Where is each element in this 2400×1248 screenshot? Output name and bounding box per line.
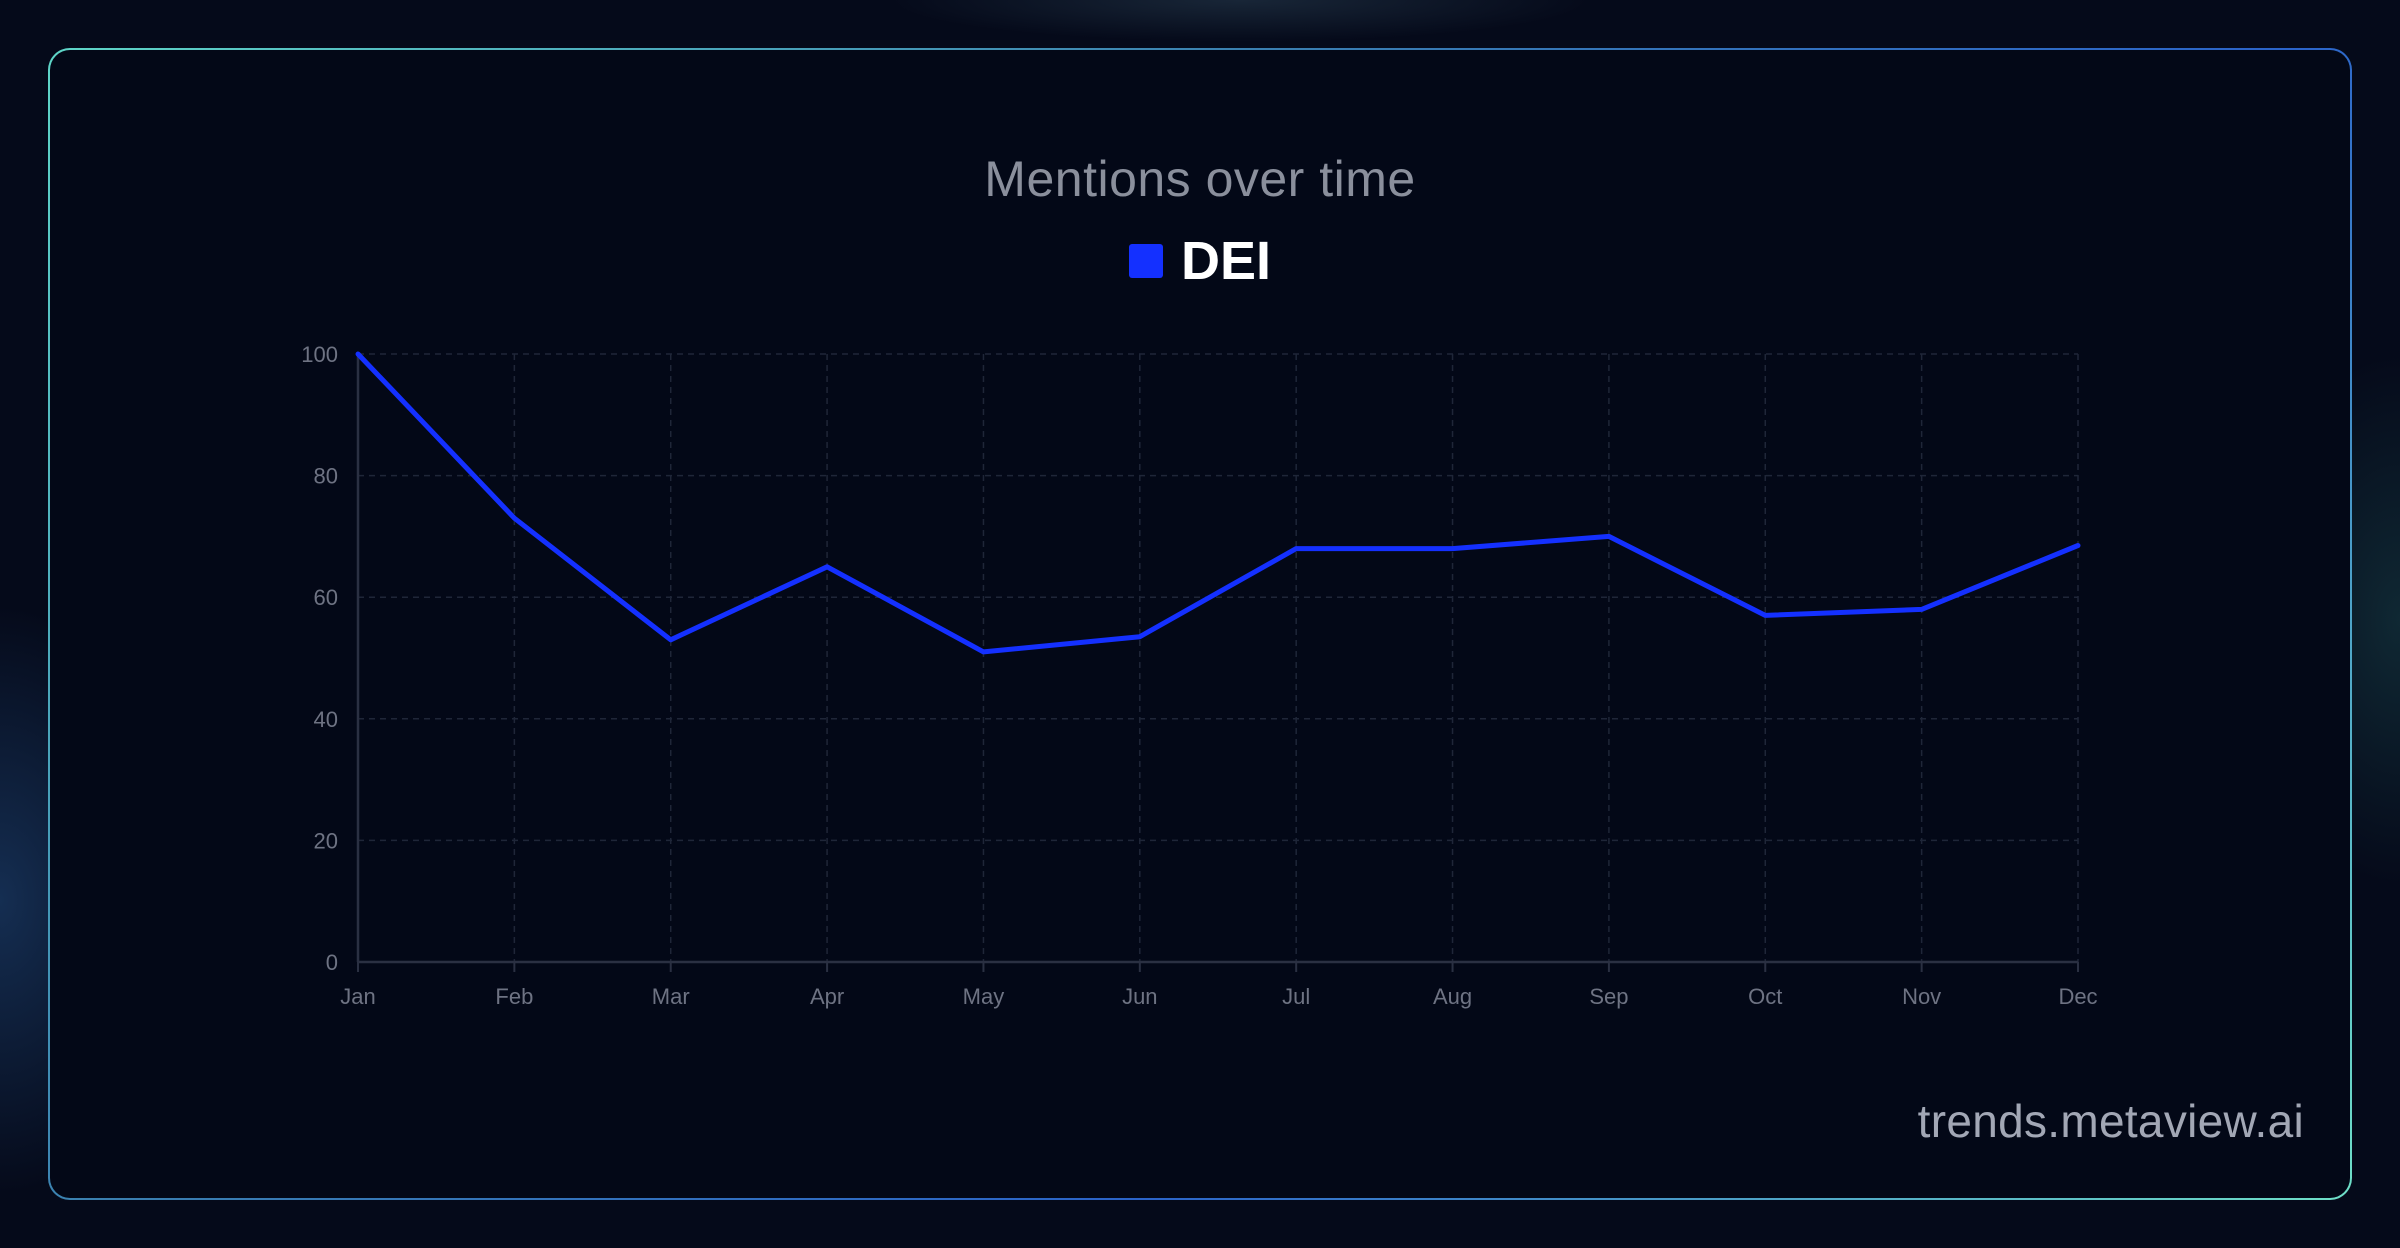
x-tick-label-dec: Dec: [2058, 984, 2097, 1009]
series-line-dei: [355, 351, 2081, 655]
legend-label-dei: DEI: [1180, 231, 1272, 291]
chart-card: Mentions over time DEI 0 20 40 60 80 100 Jan Fe…: [48, 48, 2352, 1200]
y-tick-label-40: 40: [314, 707, 338, 732]
x-tick-label-aug: Aug: [1433, 984, 1472, 1009]
x-tick-label-jul: Jul: [1282, 984, 1310, 1009]
x-tick-label-nov: Nov: [1902, 984, 1941, 1009]
legend-swatch-dei: [1128, 244, 1163, 278]
watermark: trends.metaview.ai: [1917, 1095, 2304, 1147]
x-tick-label-oct: Oct: [1748, 984, 1782, 1009]
x-tick-label-jun: Jun: [1122, 984, 1157, 1009]
chart-legend: DEI: [50, 230, 2350, 292]
x-tick-label-feb: Feb: [495, 984, 533, 1009]
chart-card-inner: Mentions over time DEI 0 20 40 60 80 100 Jan Fe…: [50, 50, 2350, 1198]
y-tick-label-0: 0: [326, 950, 338, 975]
y-tick-label-80: 80: [314, 464, 338, 489]
chart-title: Mentions over time: [984, 151, 1416, 207]
y-tick-label-100: 100: [301, 342, 338, 367]
y-tick-label-60: 60: [314, 585, 338, 610]
x-tick-label-jan: Jan: [340, 984, 375, 1009]
x-tick-label-apr: Apr: [810, 984, 844, 1009]
x-tick-label-may: May: [963, 984, 1005, 1009]
line-chart: 0 20 40 60 80 100 Jan Feb Mar Apr May Jun Jul Aug Sep O…: [301, 342, 2097, 1009]
x-tick-label-sep: Sep: [1589, 984, 1628, 1009]
x-tick-label-mar: Mar: [652, 984, 690, 1009]
y-tick-label-20: 20: [314, 828, 338, 853]
